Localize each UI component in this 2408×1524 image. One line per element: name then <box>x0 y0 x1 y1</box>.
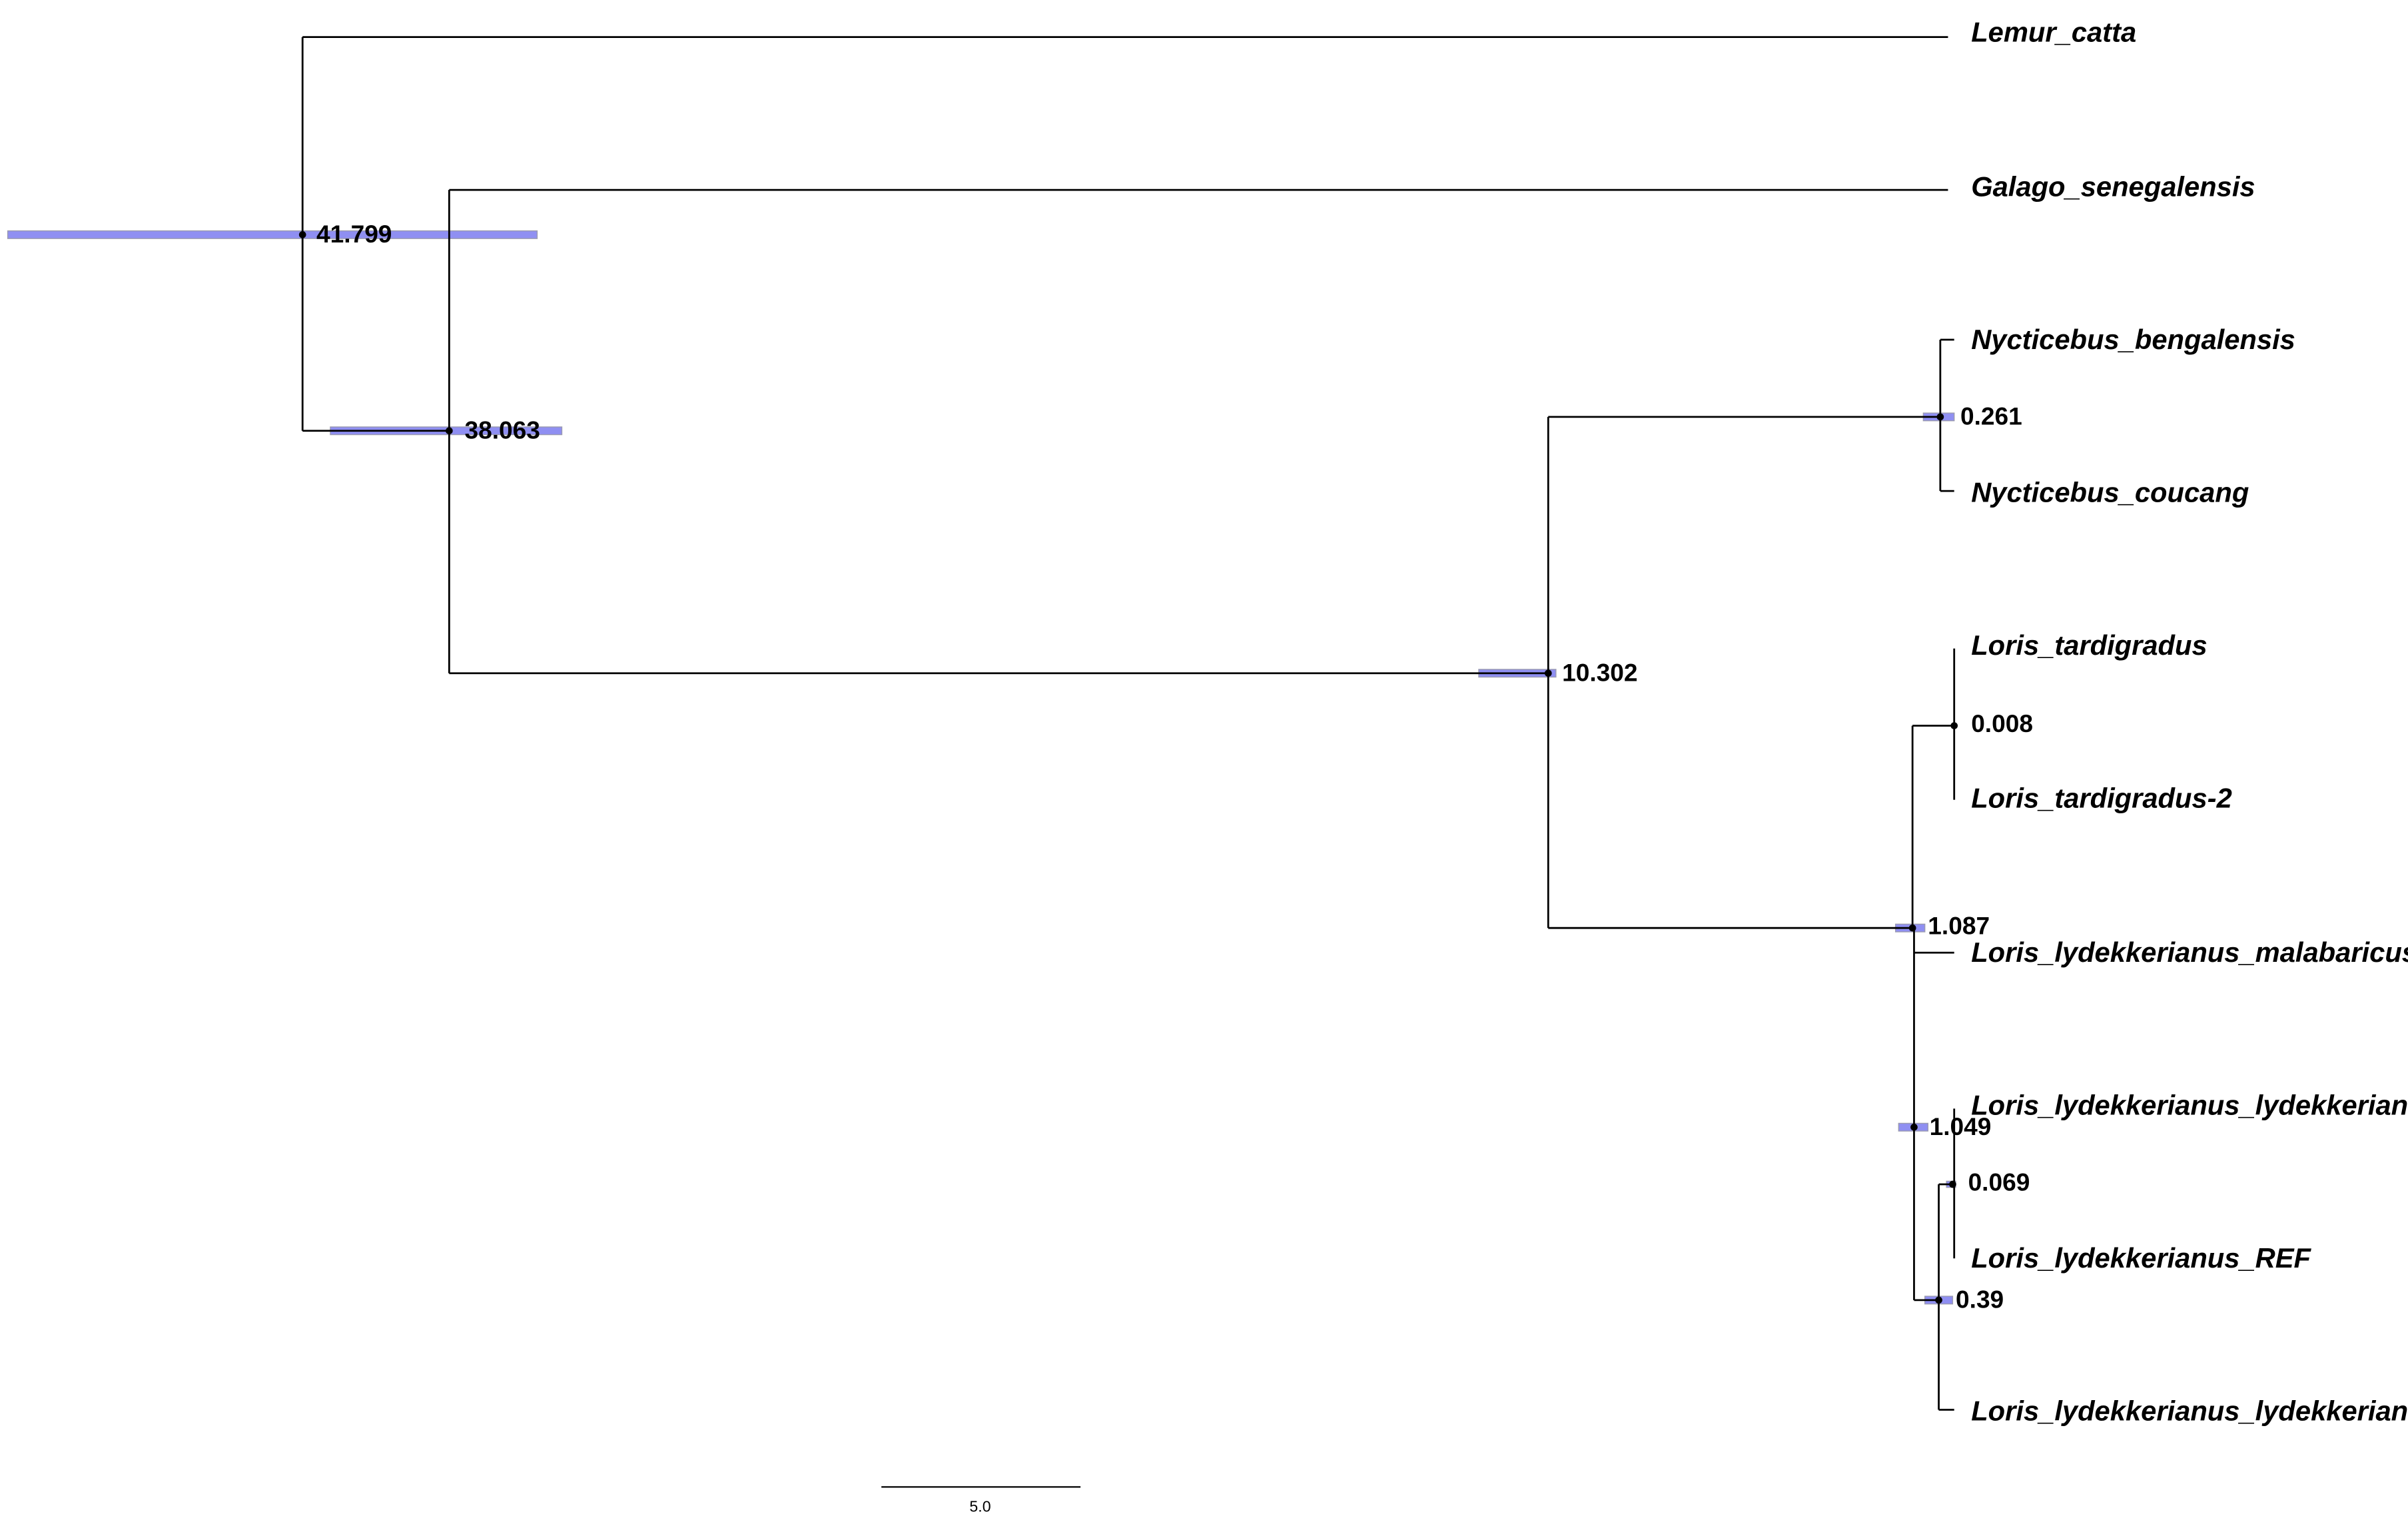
node-age-label: 0.39 <box>1956 1285 2004 1313</box>
scale-bar-label: 5.0 <box>969 1497 991 1515</box>
tip-label: Loris_lydekkerianus_REF <box>1971 1242 2311 1274</box>
node-age-label: 0.008 <box>1971 709 2033 737</box>
node-age-label: 10.302 <box>1562 658 1637 686</box>
tip-label: Nycticebus_coucang <box>1971 476 2249 508</box>
node-age-label: 38.063 <box>465 416 540 444</box>
tip-label: Loris_tardigradus-2 <box>1971 782 2232 813</box>
tip-label: Loris_lydekkerianus_lydekkerianus_2 <box>1971 1395 2408 1427</box>
branches <box>301 36 1956 1411</box>
tip-label: Galago_senegalensis <box>1971 171 2255 202</box>
tip-label: Loris_lydekkerianus_malabaricus <box>1971 937 2408 968</box>
tip-label: Nycticebus_bengalensis <box>1971 324 2295 355</box>
node-dots <box>298 231 1958 1304</box>
node-age-label: 1.087 <box>1928 911 1990 939</box>
tip-label: Lemur_catta <box>1971 17 2136 48</box>
node-age-label: 41.799 <box>316 220 392 248</box>
node-age-label: 1.049 <box>1930 1112 1992 1140</box>
tip-label: Loris_tardigradus <box>1971 629 2207 661</box>
hpd-bar-root <box>7 230 538 239</box>
node-age-label: 0.261 <box>1960 402 2022 430</box>
tip-label: Loris_lydekkerianus_lydekkerianus_1 <box>1971 1090 2408 1121</box>
node-age-label: 0.069 <box>1968 1168 2030 1196</box>
